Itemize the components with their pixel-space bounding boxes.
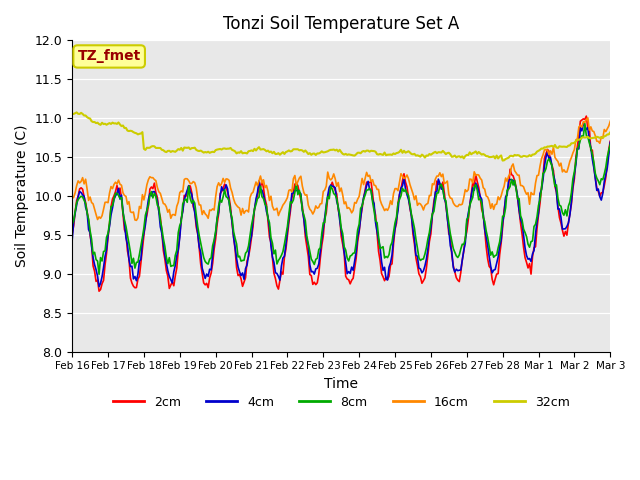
X-axis label: Time: Time	[324, 377, 358, 391]
Legend: 2cm, 4cm, 8cm, 16cm, 32cm: 2cm, 4cm, 8cm, 16cm, 32cm	[108, 391, 575, 414]
Y-axis label: Soil Temperature (C): Soil Temperature (C)	[15, 125, 29, 267]
Text: TZ_fmet: TZ_fmet	[77, 49, 141, 63]
Title: Tonzi Soil Temperature Set A: Tonzi Soil Temperature Set A	[223, 15, 460, 33]
